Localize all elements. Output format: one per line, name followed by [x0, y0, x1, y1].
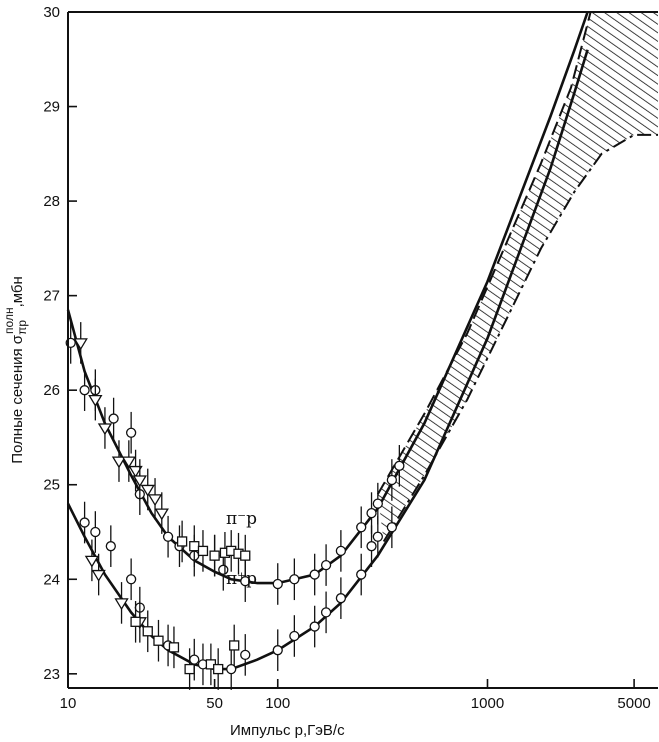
data-points [65, 322, 405, 690]
y-tick-label: 27 [43, 288, 60, 305]
series-1-circle-point [366, 507, 377, 519]
y-axis-label-sup: полн [2, 307, 16, 334]
series-2-square-point [153, 635, 164, 646]
y-axis-label-unit: ,мбн [9, 276, 26, 307]
series-1-triangle-point [128, 465, 143, 478]
series-1-circle-point [289, 574, 300, 585]
y-tick-label: 30 [43, 4, 60, 21]
series-1-circle-point [162, 531, 174, 542]
series-2-circle-point [309, 621, 320, 632]
series-2-circle-point [372, 531, 383, 542]
series-2-triangle-point [114, 598, 129, 611]
series-1-circle-point [309, 569, 320, 580]
band-upper-dashed-line [376, 11, 592, 495]
series-2-circle-point [356, 569, 367, 580]
series-1-circle-point [272, 578, 283, 590]
y-tick-label: 29 [43, 99, 60, 116]
y-axis-label: Полные сечения σπpполн,мбн [2, 276, 29, 464]
series-1-triangle-point [147, 494, 163, 507]
series-2-circle-point [125, 574, 137, 585]
series-1-triangle-point [111, 456, 127, 469]
series-1-circle-point [386, 474, 398, 486]
band-hatch-area [377, 12, 658, 542]
series-1-square-point [240, 550, 251, 561]
series-1-circle-point [240, 576, 251, 587]
x-tick-label: 10 [60, 695, 77, 712]
x-tick-label: 1000 [471, 695, 504, 712]
series-1-circle-point [320, 559, 332, 571]
series-label-pi-plus-p: π⁺p [226, 569, 257, 589]
series-1-square-point [176, 536, 188, 547]
series-2-circle-point [189, 654, 200, 665]
fit-curve-series-2 [66, 49, 589, 671]
series-1-triangle-point [97, 423, 113, 436]
series-1-circle-point [335, 545, 347, 557]
series-1-triangle-point [121, 456, 136, 469]
series-2-triangle-point [91, 569, 106, 582]
series-1-square-point [209, 550, 220, 561]
series-2-circle-point [226, 663, 237, 675]
plot-frame [67, 11, 658, 689]
series-2-circle-point [335, 593, 347, 604]
series-2-square-point [184, 663, 195, 675]
y-tick-label: 28 [43, 193, 60, 210]
y-tick-label: 24 [43, 571, 60, 588]
fit-curve-series-1 [66, 11, 589, 585]
series-2-circle-point [105, 541, 116, 552]
series-2-triangle-point [84, 555, 100, 568]
x-tick-label: 50 [206, 695, 223, 712]
series-1-triangle-point [140, 484, 155, 497]
series-label-pi-minus-p: π⁻p [226, 509, 257, 529]
series-2-circle-point [272, 645, 283, 656]
series-1-triangle-point [73, 338, 88, 351]
y-tick-label: 23 [43, 666, 60, 683]
x-axis-label: Импульс p,ГэВ/с [230, 722, 345, 739]
series-2-circle-point [79, 517, 90, 528]
extrapolation-band [376, 11, 658, 543]
series-2-circle-point [320, 607, 332, 618]
y-axis-label-group: Полные сечения σπpполн,мбн [2, 276, 29, 464]
axis-ticks: 10 50 100 1000 5000 23 24 25 26 27 28 29 30 [43, 4, 650, 712]
series-1-circle-point [394, 460, 405, 471]
series-2-circle-point [386, 522, 398, 533]
series-1-triangle-point [88, 394, 103, 407]
y-tick-label: 25 [43, 477, 60, 494]
series-1-triangle-point [132, 475, 147, 488]
series-1-circle-point [79, 385, 90, 396]
series-2-square-point [213, 663, 224, 675]
series-2-square-point [130, 616, 141, 627]
series-2-square-point [142, 626, 153, 637]
series-1-triangle-point [154, 508, 169, 521]
series-2-circle-point [366, 541, 377, 552]
series-2-circle-point [289, 630, 300, 642]
band-lower-dashdot-line [382, 133, 658, 543]
series-1-circle-point [125, 427, 137, 438]
series-1-circle-point [108, 413, 119, 424]
series-2-square-point [229, 640, 240, 651]
series-2-circle-point [240, 649, 251, 661]
x-tick-label: 100 [265, 695, 290, 712]
y-tick-label: 26 [43, 382, 60, 399]
series-1-square-point [189, 541, 200, 552]
series-1-circle-point [356, 522, 367, 533]
y-axis-label-main: Полные сечения σ [9, 334, 26, 464]
series-2-circle-point [90, 526, 101, 538]
series-2-square-point [168, 642, 180, 653]
fit-curves [66, 11, 589, 671]
x-tick-label: 5000 [617, 695, 650, 712]
series-1-circle-point [372, 498, 383, 509]
y-axis-label-sub: πp [15, 320, 29, 335]
series-1-square-point [197, 545, 209, 557]
